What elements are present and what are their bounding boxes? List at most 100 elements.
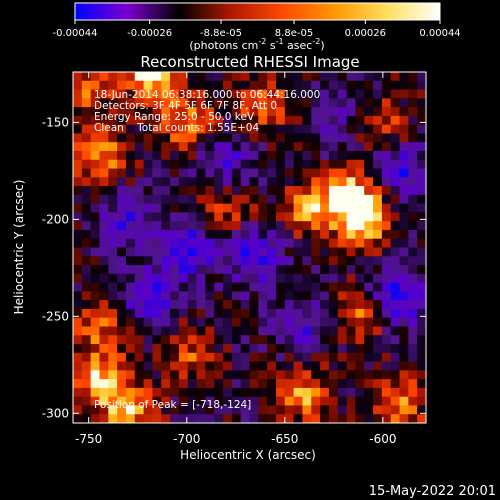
- heatmap-cell: [187, 300, 198, 310]
- heatmap-cell: [355, 344, 365, 354]
- heatmap-cell: [231, 352, 242, 363]
- heatmap-cell: [134, 89, 145, 99]
- heatmap-cell: [125, 300, 136, 310]
- heatmap-cell: [399, 352, 409, 363]
- heatmap-cell: [381, 177, 392, 187]
- heatmap-cell: [399, 177, 409, 187]
- heatmap-cell: [99, 212, 109, 222]
- heatmap-cell: [214, 238, 224, 249]
- heatmap-cell: [152, 317, 162, 328]
- heatmap-cell: [170, 168, 180, 178]
- heatmap-cell: [81, 291, 92, 301]
- heatmap-cell: [337, 221, 348, 231]
- heatmap-cell: [390, 142, 401, 152]
- heatmap-cell: [205, 72, 215, 82]
- heatmap-cell: [117, 72, 127, 82]
- heatmap-cell: [328, 352, 339, 363]
- heatmap-cell: [152, 212, 162, 222]
- heatmap-cell: [275, 414, 286, 423]
- heatmap-cell: [364, 221, 374, 231]
- heatmap-cell: [346, 273, 356, 284]
- heatmap-cell: [214, 291, 224, 301]
- heatmap-cell: [90, 194, 101, 205]
- heatmap-cell: [373, 124, 383, 135]
- heatmap-cell: [143, 414, 154, 423]
- heatmap-cell: [117, 80, 127, 91]
- heatmap-cell: [381, 107, 392, 117]
- heatmap-cell: [249, 107, 259, 117]
- heatmap-cell: [320, 379, 330, 389]
- heatmap-cell: [373, 72, 383, 82]
- heatmap-cell: [125, 229, 136, 240]
- heatmap-cell: [275, 335, 286, 345]
- heatmap-cell: [346, 89, 356, 99]
- heatmap-cell: [337, 308, 348, 319]
- heatmap-cell: [381, 335, 392, 345]
- heatmap-cell: [337, 238, 348, 249]
- heatmap-cell: [187, 291, 198, 301]
- heatmap-cell: [196, 344, 206, 354]
- heatmap-cell: [231, 265, 242, 275]
- heatmap-cell: [284, 203, 295, 214]
- heatmap-cell: [275, 98, 286, 108]
- heatmap-cell: [108, 229, 118, 240]
- heatmap-cell: [302, 247, 312, 257]
- heatmap-cell: [364, 352, 374, 363]
- heatmap-cell: [346, 72, 356, 82]
- heatmap-cell: [134, 335, 145, 345]
- heatmap-cell: [231, 124, 242, 135]
- heatmap-cell: [81, 335, 92, 345]
- heatmap-cell: [249, 150, 259, 161]
- heatmap-cell: [258, 247, 268, 257]
- heatmap-cell: [134, 124, 145, 135]
- heatmap-cell: [417, 300, 426, 310]
- heatmap-cell: [99, 282, 109, 292]
- heatmap-cell: [125, 168, 136, 178]
- heatmap-cell: [346, 107, 356, 117]
- heatmap-cell: [73, 194, 83, 205]
- heatmap-cell: [161, 405, 171, 415]
- heatmap-cell: [90, 379, 101, 389]
- heatmap-cell: [223, 379, 233, 389]
- heatmap-cell: [134, 247, 145, 257]
- heatmap-cell: [275, 194, 286, 205]
- heatmap-cell: [302, 124, 312, 135]
- heatmap-cell: [284, 238, 295, 249]
- heatmap-cell: [196, 405, 206, 415]
- heatmap-cell: [320, 107, 330, 117]
- heatmap-cell: [170, 194, 180, 205]
- heatmap-cell: [134, 221, 145, 231]
- heatmap-cell: [258, 80, 268, 91]
- heatmap-cell: [196, 159, 206, 170]
- heatmap-cell: [81, 72, 92, 82]
- heatmap-cell: [99, 168, 109, 178]
- heatmap-cell: [117, 177, 127, 187]
- heatmap-cell: [90, 256, 101, 266]
- heatmap-cell: [311, 282, 321, 292]
- heatmap-cell: [284, 133, 295, 143]
- heatmap-cell: [117, 203, 127, 214]
- heatmap-cell: [275, 159, 286, 170]
- heatmap-cell: [205, 133, 215, 143]
- heatmap-cell: [337, 150, 348, 161]
- heatmap-cell: [143, 98, 154, 108]
- heatmap-cell: [328, 335, 339, 345]
- heatmap-cell: [108, 107, 118, 117]
- heatmap-cell: [143, 150, 154, 161]
- heatmap-cell: [267, 72, 277, 82]
- heatmap-cell: [390, 238, 401, 249]
- heatmap-cell: [99, 370, 109, 380]
- heatmap-cell: [240, 387, 251, 398]
- heatmap-cell: [178, 142, 189, 152]
- heatmap-cell: [73, 273, 83, 284]
- heatmap-cell: [196, 291, 206, 301]
- heatmap-cell: [275, 124, 286, 135]
- heatmap-cell: [231, 98, 242, 108]
- colorbar-tick-label: -8.8e-05: [200, 28, 242, 39]
- heatmap-cell: [337, 98, 348, 108]
- heatmap-cell: [249, 229, 259, 240]
- heatmap-cell: [205, 396, 215, 407]
- heatmap-cell: [178, 124, 189, 135]
- heatmap-cell: [161, 186, 171, 196]
- heatmap-cell: [205, 194, 215, 205]
